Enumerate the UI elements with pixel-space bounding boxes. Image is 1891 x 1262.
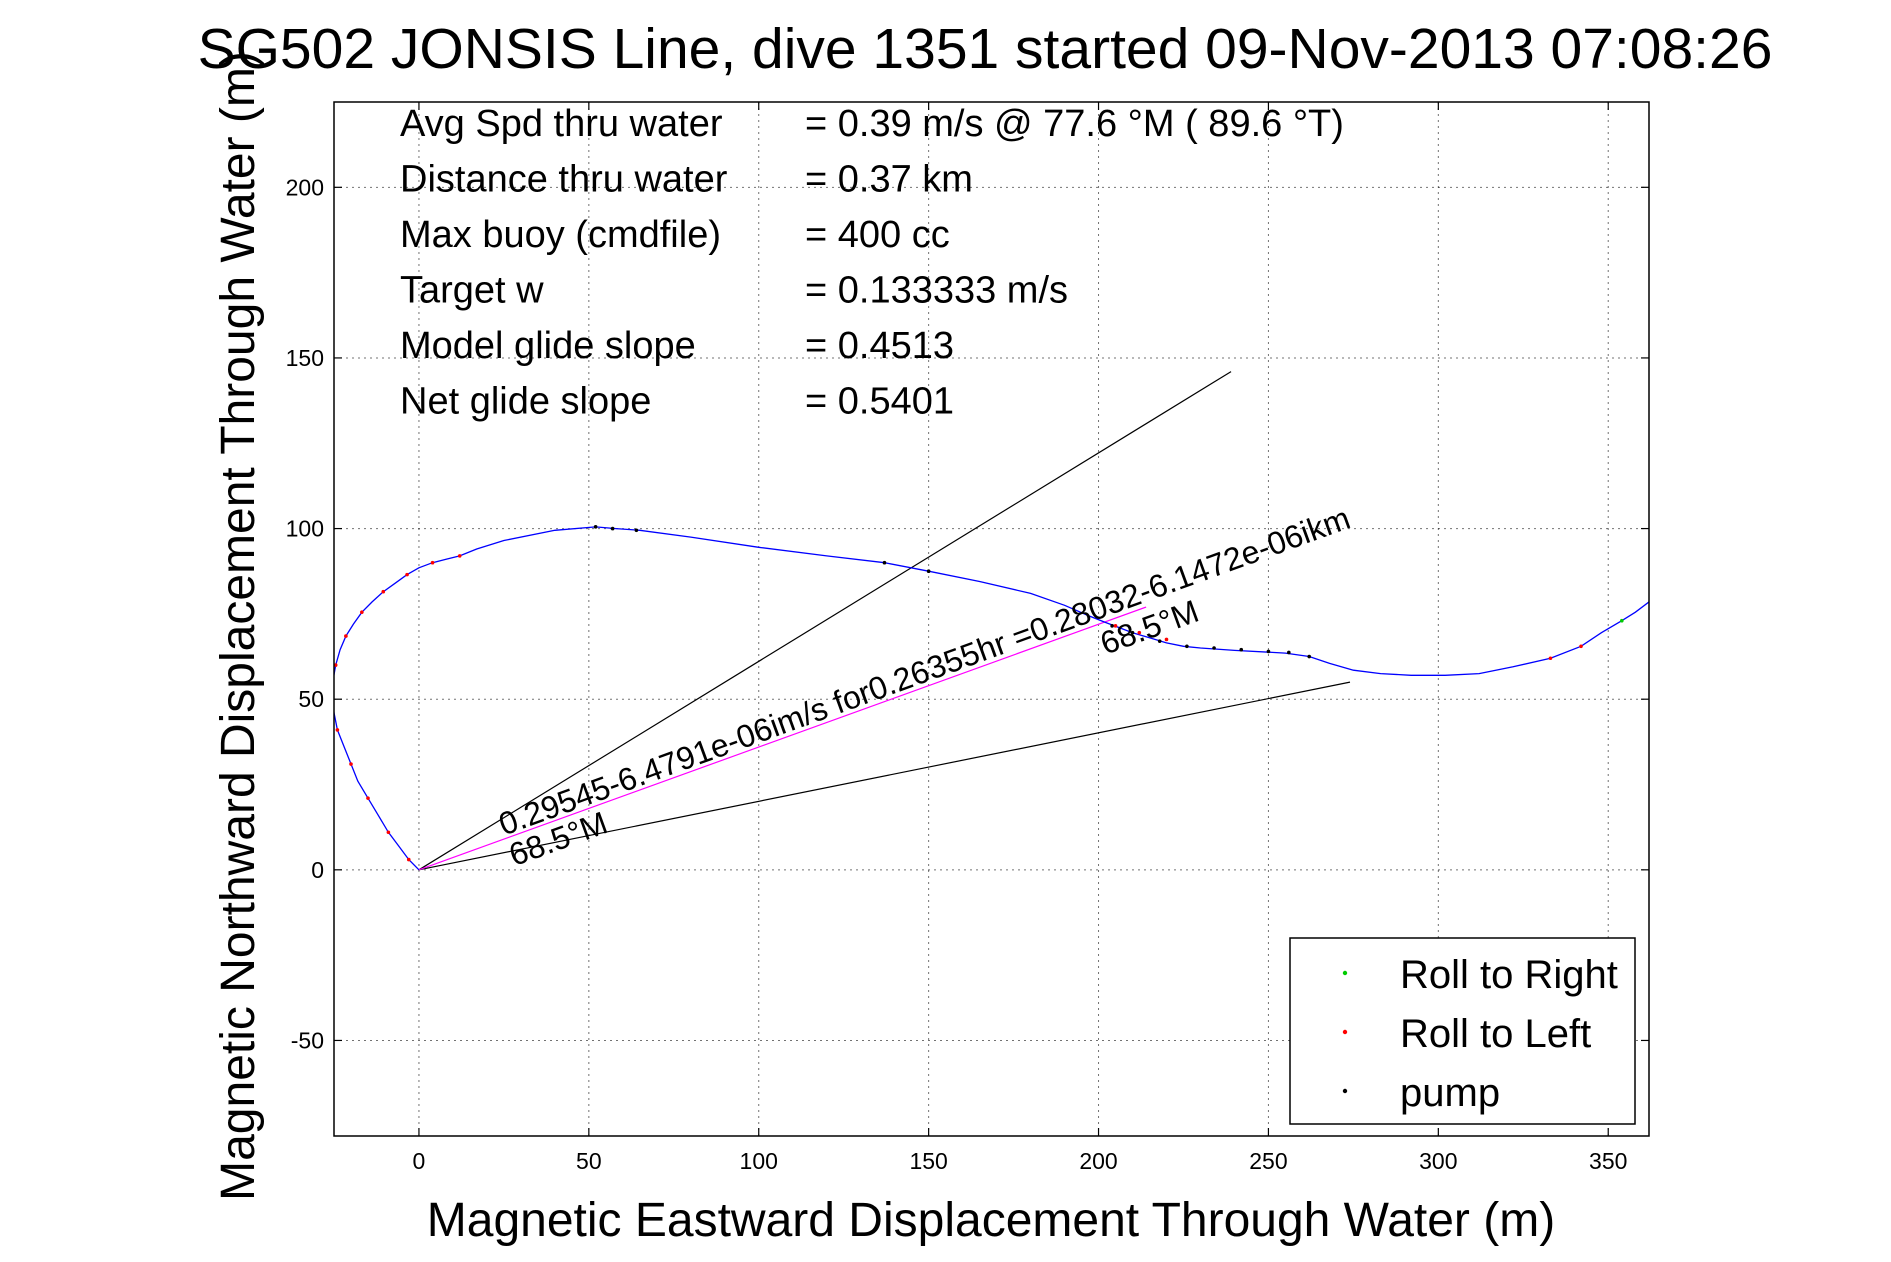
legend-marker: [1342, 970, 1348, 976]
pump-point: [634, 528, 639, 533]
roll-to-left-point: [406, 857, 411, 862]
pump-point: [1110, 624, 1114, 628]
reference-line: [418, 606, 1147, 871]
pump-point: [1157, 639, 1162, 643]
y-tick-label: 0: [311, 857, 324, 883]
stat-value: = 0.5401: [805, 381, 954, 423]
pump-point: [926, 569, 931, 574]
x-tick-label: 0: [413, 1148, 426, 1174]
roll-to-left-point: [1579, 644, 1583, 649]
roll-to-left-point: [334, 663, 338, 667]
x-tick-label: 300: [1419, 1148, 1457, 1174]
x-tick-label: 150: [909, 1148, 947, 1174]
stat-value: = 0.4513: [805, 325, 954, 367]
reference-line: [418, 371, 1232, 871]
roll-to-left-point: [381, 589, 386, 594]
roll-to-left-point: [1164, 637, 1169, 642]
chart-title: SG502 JONSIS Line, dive 1351 started 09-…: [198, 17, 1773, 81]
pump-point: [1212, 646, 1216, 650]
pump-point: [1130, 630, 1135, 635]
legend-label: pump: [1400, 1071, 1500, 1115]
y-tick-label: -50: [291, 1027, 324, 1053]
roll-to-left-point: [386, 830, 391, 835]
roll-to-left-point: [335, 728, 340, 732]
roll-to-left-point: [1137, 630, 1142, 635]
legend-marker: [1342, 1029, 1348, 1035]
stat-value: = 400 cc: [805, 214, 950, 256]
roll-to-left-point: [366, 796, 370, 800]
stat-label: Model glide slope: [400, 325, 696, 367]
y-tick-label: 200: [286, 174, 324, 200]
legend-box: [1289, 937, 1636, 1125]
x-axis-label: Magnetic Eastward Displacement Through W…: [427, 1194, 1555, 1247]
x-tick-label: 100: [740, 1148, 778, 1174]
roll-to-left-point: [457, 554, 462, 558]
reference-line: [418, 681, 1351, 871]
pump-point: [1239, 647, 1244, 652]
stat-value: = 0.133333 m/s: [805, 270, 1068, 312]
x-tick-label: 350: [1589, 1148, 1627, 1174]
stat-label: Net glide slope: [400, 381, 651, 423]
stats-block: Avg Spd thru water = 0.39 m/s @ 77.6 °M (…: [400, 103, 1344, 423]
stat-label: Avg Spd thru water: [400, 103, 723, 145]
x-tick-label: 200: [1079, 1148, 1117, 1174]
stat-value: = 0.39 m/s @ 77.6 °M ( 89.6 °T): [805, 103, 1344, 145]
pump-point: [610, 526, 615, 531]
roll-to-right-point: [1620, 618, 1624, 623]
axis-ticks: 0 50 100 150 200 250 300 350 -50 0 50 100 150 200: [286, 102, 1649, 1174]
roll-to-left-point: [360, 610, 364, 614]
roll-to-left-point: [405, 572, 409, 577]
pump-point: [1307, 654, 1312, 659]
legend: Roll to Right Roll to Left pump: [1289, 937, 1636, 1125]
roll-to-left-point: [430, 560, 435, 565]
pump-point: [882, 560, 887, 565]
y-tick-label: 100: [286, 516, 324, 542]
roll-to-left-point: [349, 762, 353, 766]
roll-to-left-point: [344, 634, 348, 638]
legend-marker: [1342, 1088, 1348, 1094]
stat-value: = 0.37 km: [805, 159, 973, 201]
roll-to-left-point: [1113, 624, 1118, 628]
x-tick-label: 50: [576, 1148, 602, 1174]
y-axis-label: Magnetic Northward Displacement Through …: [212, 51, 265, 1201]
track-line: [334, 526, 1649, 871]
pump-point: [1185, 644, 1189, 649]
pump-point: [593, 525, 598, 529]
stat-label: Target w: [400, 270, 544, 312]
stat-label: Distance thru water: [400, 159, 728, 201]
data-layer: [334, 371, 1649, 871]
roll-to-left-point: [1548, 656, 1553, 661]
pump-point: [1266, 649, 1271, 654]
stat-label: Max buoy (cmdfile): [400, 214, 721, 256]
x-tick-label: 250: [1249, 1148, 1287, 1174]
legend-label: Roll to Left: [1400, 1012, 1591, 1056]
y-tick-label: 50: [298, 686, 324, 712]
plot-frame: [333, 101, 1650, 1137]
legend-label: Roll to Right: [1400, 953, 1618, 997]
pump-point: [1287, 650, 1291, 655]
y-tick-label: 150: [286, 345, 324, 371]
